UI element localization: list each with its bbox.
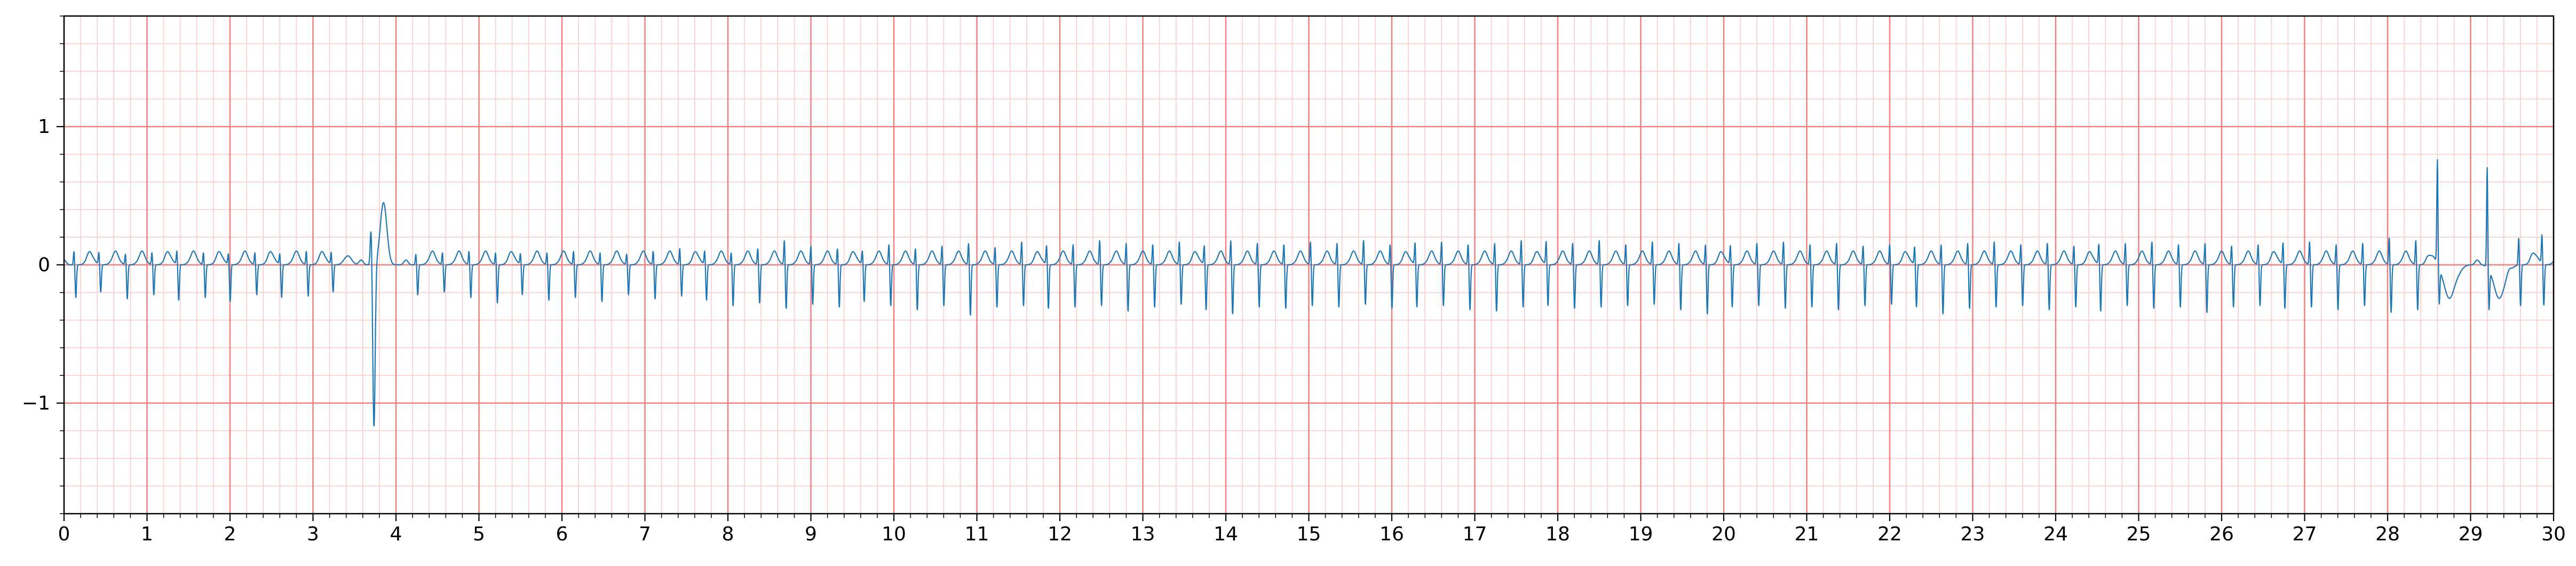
- x-tick-label: 22: [1877, 523, 1902, 545]
- x-tick-label: 30: [2541, 523, 2566, 545]
- x-tick-label: 15: [1297, 523, 1321, 545]
- x-tick-label: 21: [1795, 523, 1819, 545]
- x-tick-label: 4: [390, 523, 402, 545]
- x-tick-label: 13: [1131, 523, 1155, 545]
- x-tick-label: 29: [2459, 523, 2483, 545]
- x-tick-label: 3: [307, 523, 319, 545]
- x-tick-label: 28: [2375, 523, 2400, 545]
- x-tick-label: 0: [58, 523, 70, 545]
- x-tick-label: 19: [1629, 523, 1653, 545]
- major-grid: [63, 16, 2555, 514]
- y-tick-label: 1: [38, 116, 50, 138]
- x-tick-label: 26: [2209, 523, 2234, 545]
- x-tick-label: 27: [2293, 523, 2317, 545]
- x-tick-label: 12: [1048, 523, 1072, 545]
- y-tick-label: 0: [38, 254, 50, 276]
- x-tick-label: 23: [1961, 523, 1985, 545]
- x-tick-label: 10: [882, 523, 906, 545]
- x-tick-label: 16: [1380, 523, 1404, 545]
- x-tick-label: 1: [141, 523, 153, 545]
- x-tick-label: 8: [722, 523, 734, 545]
- x-tick-label: 20: [1711, 523, 1736, 545]
- x-tick-label: 9: [805, 523, 817, 545]
- x-tick-label: 5: [473, 523, 485, 545]
- x-tick-label: 14: [1214, 523, 1238, 545]
- x-tick-label: 25: [2127, 523, 2151, 545]
- series-layer: [64, 159, 2554, 427]
- x-tick-label: 7: [639, 523, 651, 545]
- x-tick-label: 6: [556, 523, 568, 545]
- x-tick-label: 18: [1545, 523, 1570, 545]
- x-tick-label: 24: [2043, 523, 2068, 545]
- x-tick-label: 17: [1463, 523, 1487, 545]
- ecg-series-line: [64, 159, 2554, 427]
- x-axis-ticks: 0 1 2 3 4 5 6 7 8 9 10 11 12 13 14 15 16 17 18 19 20 21 22 23 24…: [58, 514, 2566, 545]
- y-axis-ticks: 1 0 −1: [22, 15, 64, 514]
- x-tick-label: 2: [224, 523, 236, 545]
- y-tick-label: −1: [22, 392, 50, 414]
- x-tick-label: 11: [965, 523, 989, 545]
